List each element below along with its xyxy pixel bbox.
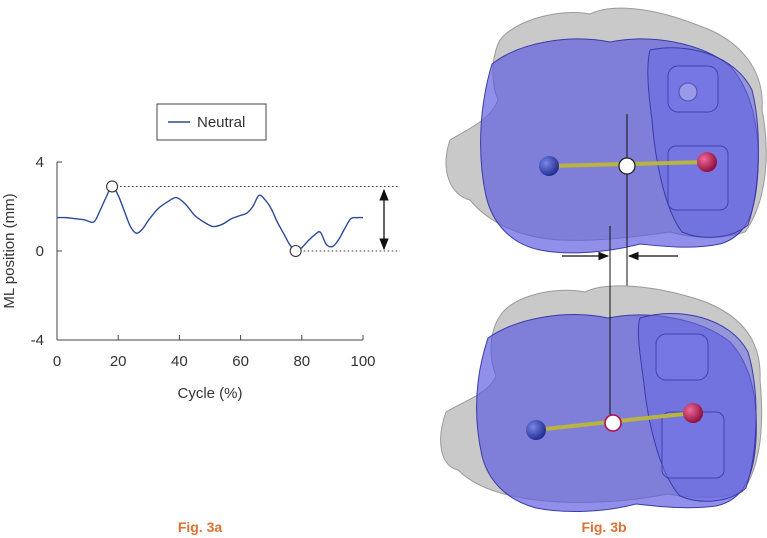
trochlea-marker-top [678, 82, 698, 102]
extremum-marker [106, 180, 119, 193]
y-ticks: -4 0 4 [31, 154, 62, 349]
legend: Neutral [156, 103, 267, 141]
extremum-marker [289, 244, 302, 258]
implant-pocket-bottom [655, 333, 709, 381]
legend-label: Neutral [197, 114, 245, 131]
x-tick-label: 20 [110, 353, 127, 370]
ml-position-chart: -4 0 4 0 20 40 60 80 100 ML position (mm) Cycle… [1, 103, 400, 402]
extrema-markers [106, 180, 302, 258]
series-line-neutral [56, 185, 364, 252]
medial-ball-top [539, 156, 559, 176]
midpoint-marker-top [618, 157, 636, 175]
reference-lines [112, 185, 400, 252]
x-tick-label: 60 [232, 353, 249, 370]
knee-model-bottom [440, 226, 763, 512]
x-tick-label: 100 [350, 353, 375, 370]
y-tick-label: 4 [36, 154, 44, 171]
implant-slot-top [667, 145, 729, 211]
midpoint-marker-bottom [604, 414, 622, 432]
knee-model-top [445, 7, 767, 286]
y-tick-label: 0 [36, 243, 44, 260]
caption-fig-3b: Fig. 3b [581, 519, 626, 535]
x-tick-label: 80 [293, 353, 310, 370]
x-axis-title: Cycle (%) [177, 385, 242, 402]
y-tick-label: -4 [31, 332, 44, 349]
x-tick-label: 40 [171, 353, 188, 370]
medial-ball-bottom [526, 420, 546, 440]
lateral-ball-top [697, 152, 717, 172]
x-ticks: 0 20 40 60 80 100 [53, 335, 376, 370]
x-tick-label: 0 [53, 353, 61, 370]
lateral-ball-bottom [683, 403, 703, 423]
y-axis-title: ML position (mm) [1, 193, 18, 308]
caption-fig-3a: Fig. 3a [178, 519, 223, 535]
